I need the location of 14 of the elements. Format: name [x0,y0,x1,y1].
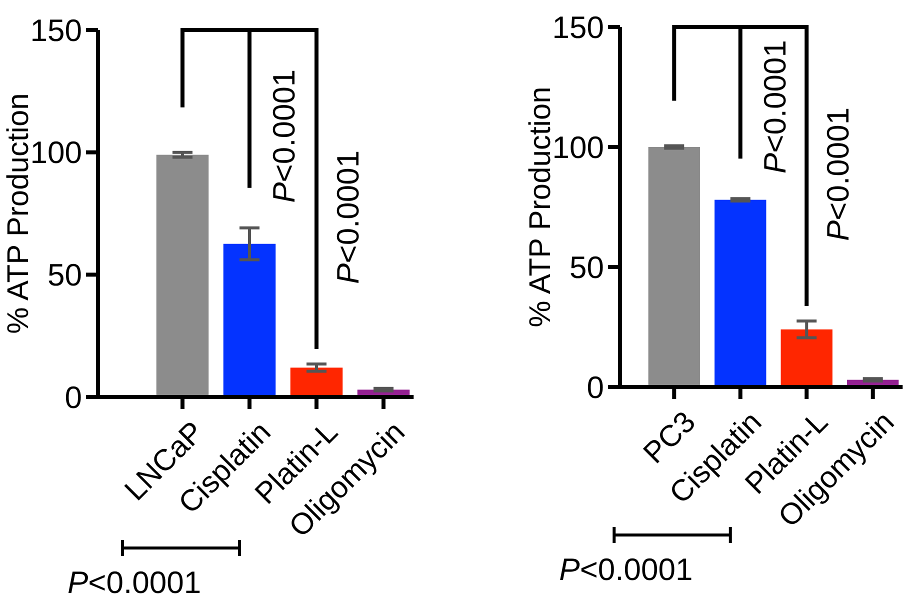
text: P<0.0001 [559,552,693,587]
annotation: P<0.0001 [820,107,856,241]
y-tick-label: 0 [586,370,604,405]
y-tick-label: 50 [48,258,82,293]
y-tick-label: 0 [64,380,82,415]
y-tick-label: 50 [570,250,604,285]
annotation: P<0.0001 [266,69,302,203]
text: P<0.0001 [67,565,202,600]
y-tick-label: 100 [30,135,82,170]
annotation: P<0.0001 [757,40,792,174]
annotation: P<0.0001 [330,150,366,284]
y-tick-label: 150 [552,10,604,45]
y-tick-label: 100 [552,130,604,165]
y-tick-label: 150 [30,12,82,48]
